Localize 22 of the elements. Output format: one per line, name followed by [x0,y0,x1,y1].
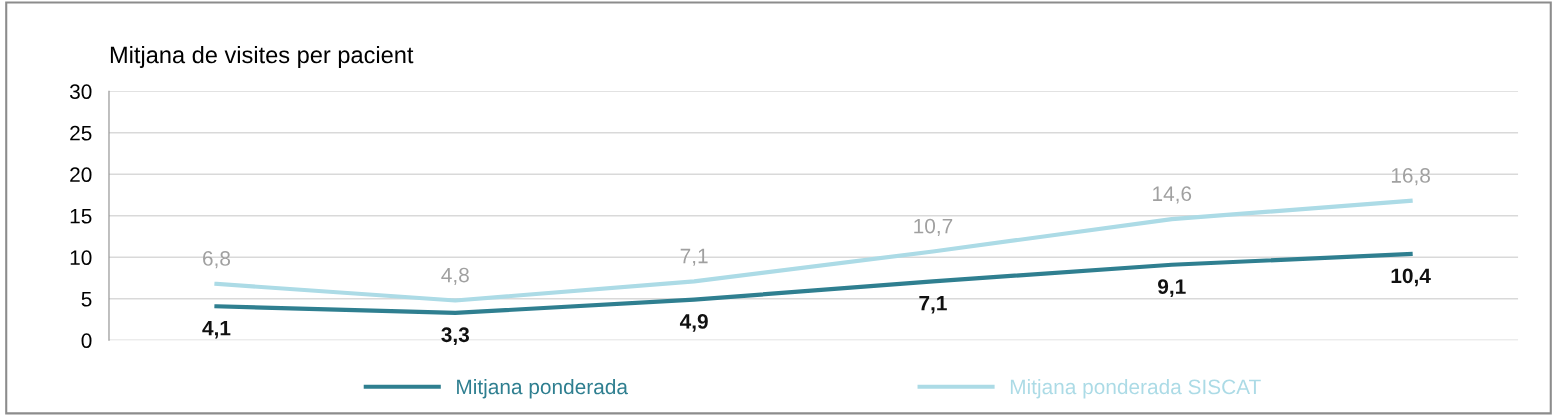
data-label: 10,4 [1391,268,1431,287]
data-label: 6,8 [203,251,231,269]
data-label: 7,1 [919,296,947,314]
y-tick-label: 20 [70,167,92,183]
legend-label: Mitjana ponderada [457,378,628,399]
data-label: 9,1 [1158,279,1186,297]
y-tick-label: 30 [69,84,92,100]
data-label: 3,3 [441,327,470,346]
legend-label: Mitjana ponderada SISCAT [1010,378,1261,399]
data-label: 10,7 [914,218,953,236]
data-label: 16,8 [1391,168,1430,186]
y-tick-label: 5 [81,292,92,307]
y-tick-label: 10 [70,250,92,266]
data-label: 4,8 [441,267,469,285]
data-label: 7,1 [680,248,708,266]
data-label: 14,6 [1153,186,1192,204]
y-tick-label: 15 [70,209,92,224]
data-label: 4,1 [202,320,231,339]
y-tick-label: 25 [70,125,92,141]
chart-title: Mitjana de visites per pacient [110,45,414,68]
data-label: 4,9 [679,314,708,332]
y-tick-label: 0 [81,333,92,349]
